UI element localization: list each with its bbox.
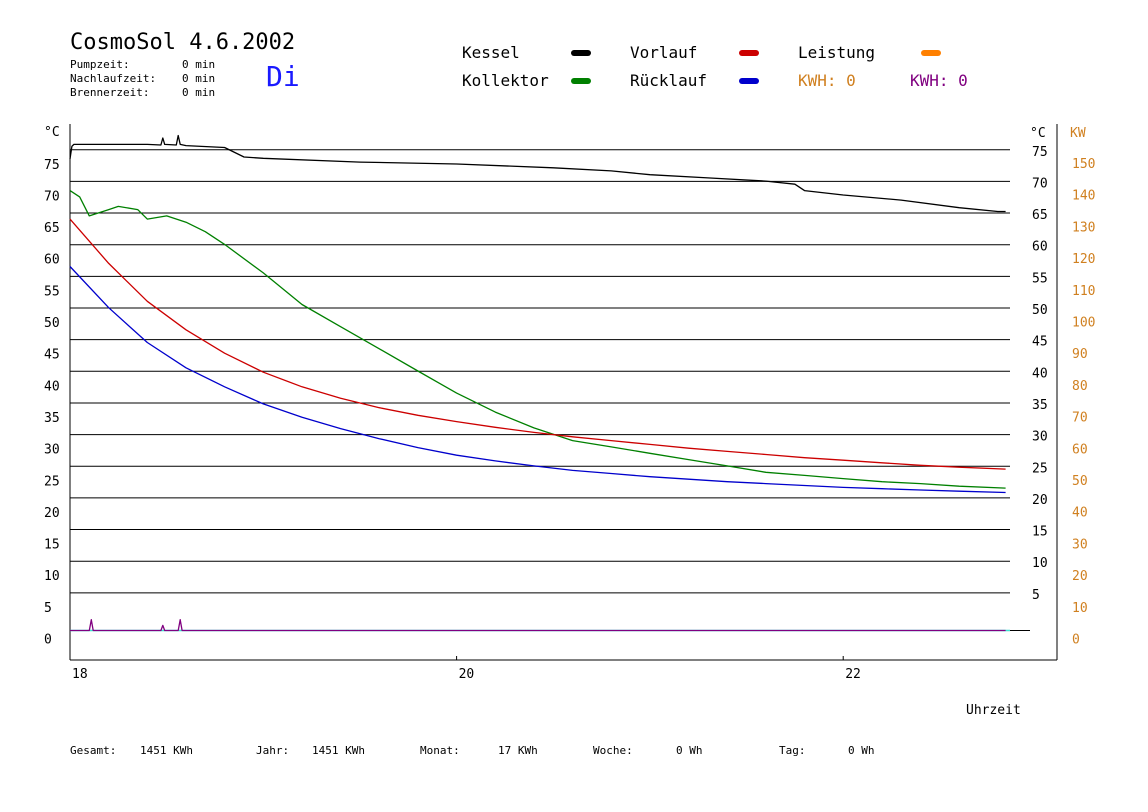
y-tick-right-70: 70 [1032,176,1048,191]
legend-leistung-label: Leistung [798,43,876,62]
kw-tick-140: 140 [1072,189,1095,204]
woche-value: 0 Wh [676,744,703,757]
y-tick-left-50: 50 [44,316,60,331]
y-tick-right-30: 30 [1032,430,1048,445]
legend-kwh-orange: KWH: 0 [798,71,856,90]
tag-value: 0 Wh [848,744,875,757]
legend-kwh-purple: KWH: 0 [910,71,968,90]
y-tick-right-55: 55 [1032,271,1048,286]
nachlaufzeit-value: 0 min [182,72,216,85]
series-leistung [70,619,1006,632]
weekday-label: Di [266,60,300,93]
kw-tick-110: 110 [1072,284,1095,299]
kw-tick-80: 80 [1072,379,1088,394]
jahr-value: 1451 KWh [312,744,365,757]
brennerzeit-label: Brennerzeit: [70,86,150,99]
monat-label: Monat: [420,744,460,757]
legend-ruecklauf-swatch [739,78,759,84]
kw-tick-100: 100 [1072,316,1095,331]
series-kessel [69,134,1006,213]
series-rcklauf [69,266,1006,494]
kw-tick-40: 40 [1072,506,1088,521]
gesamt-value: 1451 KWh [140,744,193,757]
y-tick-right-25: 25 [1032,461,1048,476]
y-tick-right-60: 60 [1032,240,1048,255]
pumpzeit-label: Pumpzeit: [70,58,130,71]
gesamt-label: Gesamt: [70,744,117,757]
legend-leistung-swatch [921,50,941,56]
page-title: CosmoSol 4.6.2002 [70,30,296,55]
kw-axis-title: KW [1070,126,1086,141]
y-tick-right-5: 5 [1032,588,1040,603]
series-kollektor [69,190,1006,489]
y-tick-left-35: 35 [44,411,60,426]
y-tick-left-20: 20 [44,506,60,521]
kw-tick-130: 130 [1072,220,1095,235]
y-tick-left-55: 55 [44,284,60,299]
y-tick-left-15: 15 [44,538,60,553]
y-tick-right-50: 50 [1032,303,1048,318]
kw-tick-150: 150 [1072,157,1095,172]
y-tick-right-35: 35 [1032,398,1048,413]
kw-tick-10: 10 [1072,601,1088,616]
legend-vorlauf-swatch [739,50,759,56]
pumpzeit-value: 0 min [182,58,216,71]
tag-label: Tag: [779,744,806,757]
y-tick-left-0: 0 [44,633,52,648]
kw-tick-30: 30 [1072,537,1088,552]
nachlaufzeit-label: Nachlaufzeit: [70,72,157,85]
y-tick-left-10: 10 [44,569,60,584]
kw-tick-120: 120 [1072,252,1095,267]
kw-tick-90: 90 [1072,347,1088,362]
x-tick-22: 22 [845,667,861,682]
y-tick-left-5: 5 [44,601,52,616]
y-tick-right-20: 20 [1032,493,1048,508]
jahr-label: Jahr: [256,744,290,757]
monat-value: 17 KWh [498,744,538,757]
y-tick-left-40: 40 [44,379,60,394]
y-tick-left-75: 75 [44,158,60,173]
y-axis-left-unit: °C [44,125,60,140]
y-tick-right-75: 75 [1032,145,1048,160]
x-axis-title: Uhrzeit [966,703,1021,718]
legend-kollektor-swatch [571,78,591,84]
woche-label: Woche: [593,744,633,757]
kw-tick-50: 50 [1072,474,1088,489]
y-tick-left-25: 25 [44,474,60,489]
y-tick-right-45: 45 [1032,335,1048,350]
y-tick-left-30: 30 [44,443,60,458]
y-tick-right-65: 65 [1032,208,1048,223]
y-tick-left-70: 70 [44,189,60,204]
y-tick-left-60: 60 [44,253,60,268]
brennerzeit-value: 0 min [182,86,216,99]
y-tick-right-40: 40 [1032,366,1048,381]
legend-kessel-label: Kessel [462,43,520,62]
kw-tick-60: 60 [1072,442,1088,457]
y-tick-left-45: 45 [44,348,60,363]
y-tick-left-65: 65 [44,221,60,236]
x-tick-18: 18 [72,667,88,682]
series-vorlauf [69,218,1006,470]
y-axis-right-unit: °C [1030,126,1046,141]
kw-tick-70: 70 [1072,411,1088,426]
y-tick-right-15: 15 [1032,525,1048,540]
legend-kessel-swatch [571,50,591,56]
legend-ruecklauf-label: Rücklauf [630,71,708,90]
x-tick-20: 20 [459,667,475,682]
kw-tick-0: 0 [1072,633,1080,648]
kw-tick-20: 20 [1072,569,1088,584]
legend-vorlauf-label: Vorlauf [630,43,698,62]
y-tick-right-10: 10 [1032,556,1048,571]
legend-kollektor-label: Kollektor [462,71,549,90]
